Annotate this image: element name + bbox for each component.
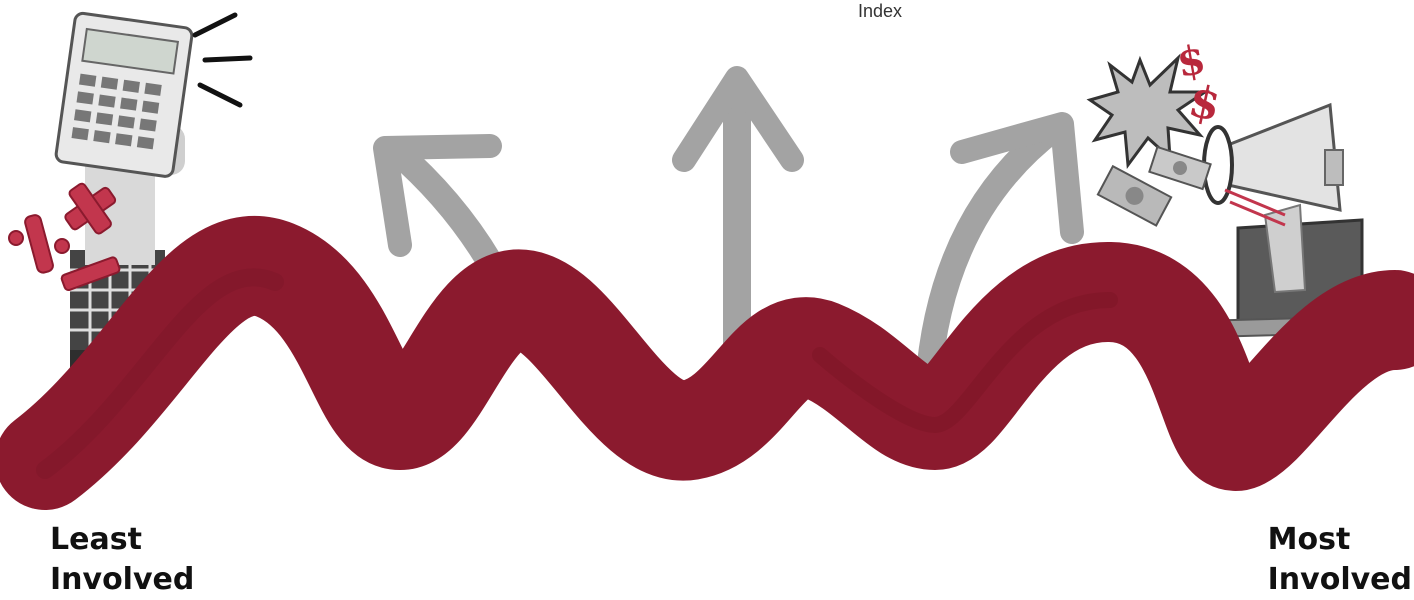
starburst-icon	[1086, 53, 1210, 170]
most-involved-line1: Most	[1267, 522, 1351, 557]
least-involved-line1: Least	[50, 522, 142, 557]
least-involved-label: Least Involved	[50, 520, 194, 600]
most-involved-line2: Involved	[1267, 562, 1412, 597]
most-involved-label: Most Involved	[1268, 520, 1412, 600]
arrow-center-head	[672, 66, 804, 172]
arrow-right	[915, 115, 1068, 398]
involvement-wave	[0, 216, 1414, 510]
least-involved-line2: Involved	[50, 562, 195, 597]
math-symbols-icon	[8, 182, 121, 292]
arrow-left-head	[373, 134, 502, 257]
dollar-bills-icon	[1096, 145, 1212, 227]
growth-arrows	[373, 66, 1084, 398]
megaphone-laptop-icon	[1158, 102, 1392, 340]
top-label: Index	[858, 1, 903, 21]
arrow-right-head	[950, 112, 1084, 244]
